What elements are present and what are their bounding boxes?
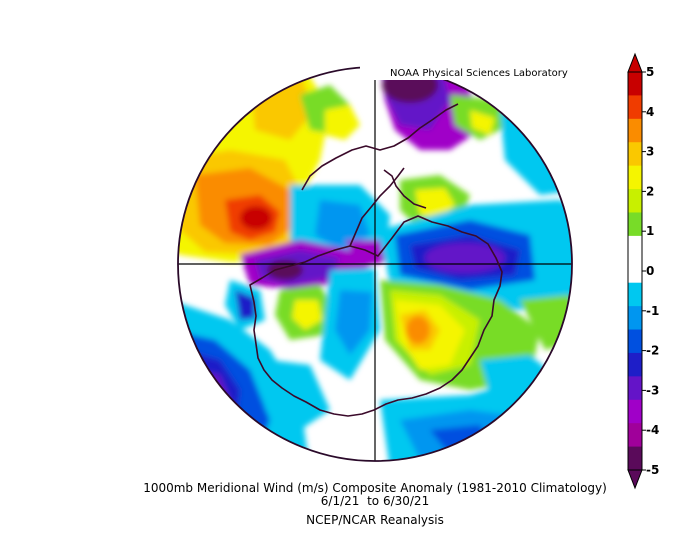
- colorbar-cells: [627, 52, 643, 490]
- antarctica-coastline: [249, 215, 503, 417]
- colorbar-cell: [628, 423, 642, 448]
- colorbar-cell: [628, 118, 642, 143]
- colorbar: 5 4 3 2 1 0 -1 -2 -3 -4 -5: [627, 52, 659, 490]
- colorbar-cell: [628, 446, 642, 471]
- watermark-text: NOAA Physical Sciences Laboratory: [390, 68, 568, 79]
- positive-peak-atlantic: [240, 206, 272, 230]
- colorbar-tick-label: -4: [646, 423, 659, 437]
- caption-title: 1000mb Meridional Wind (m/s) Composite A…: [143, 481, 607, 495]
- colorbar-tick-label: 4: [646, 105, 654, 119]
- colorbar-tick-label: 1: [646, 224, 654, 238]
- colorbar-cell: [628, 282, 642, 307]
- colorbar-max-arrow: [627, 52, 643, 73]
- colorbar-cell: [628, 189, 642, 213]
- colorbar-cell: [628, 165, 642, 190]
- colorbar-cell: [628, 212, 642, 237]
- coastline: [249, 103, 503, 417]
- colorbar-cell: [628, 72, 642, 96]
- graticule: [178, 67, 572, 461]
- colorbar-cell: [628, 399, 642, 424]
- colorbar-cell: [628, 329, 642, 354]
- negative-peak-weddell: [267, 260, 303, 280]
- caption-end-date: 6/30/21: [382, 494, 430, 508]
- colorbar-tick-label: -1: [646, 304, 659, 318]
- caption-start-date: 6/1/21: [320, 494, 360, 508]
- colorbar-cell: [628, 142, 642, 167]
- colorbar-cell: [628, 376, 642, 401]
- colorbar-cell: [628, 95, 642, 120]
- colorbar-tick-label: -2: [646, 344, 659, 358]
- caption-dates: 6/1/21 to 6/30/21: [0, 494, 700, 508]
- colorbar-labels: 5 4 3 2 1 0 -1 -2 -3 -4 -5: [646, 65, 659, 477]
- peninsula-coastline: [349, 167, 405, 247]
- colorbar-tick-label: -3: [646, 383, 659, 397]
- colorbar-tick-label: -5: [646, 463, 659, 477]
- watermark-box: NOAA Physical Sciences Laboratory: [360, 64, 582, 80]
- colorbar-cell: [628, 259, 642, 284]
- colorbar-tick-label: 5: [646, 65, 654, 79]
- negative-core-indian: [425, 243, 505, 273]
- colorbar-cell: [628, 306, 642, 331]
- south-america-coastline: [301, 103, 459, 191]
- colorbar-cell: [628, 235, 642, 260]
- colorbar-tick-label: 2: [646, 184, 654, 198]
- colorbar-cell: [628, 352, 642, 377]
- colorbar-tick-label: 0: [646, 264, 654, 278]
- caption-to: to: [367, 494, 380, 508]
- colorbar-ticks: [642, 71, 646, 471]
- colorbar-tick-label: 3: [646, 145, 654, 159]
- caption-source: NCEP/NCAR Reanalysis: [306, 513, 444, 527]
